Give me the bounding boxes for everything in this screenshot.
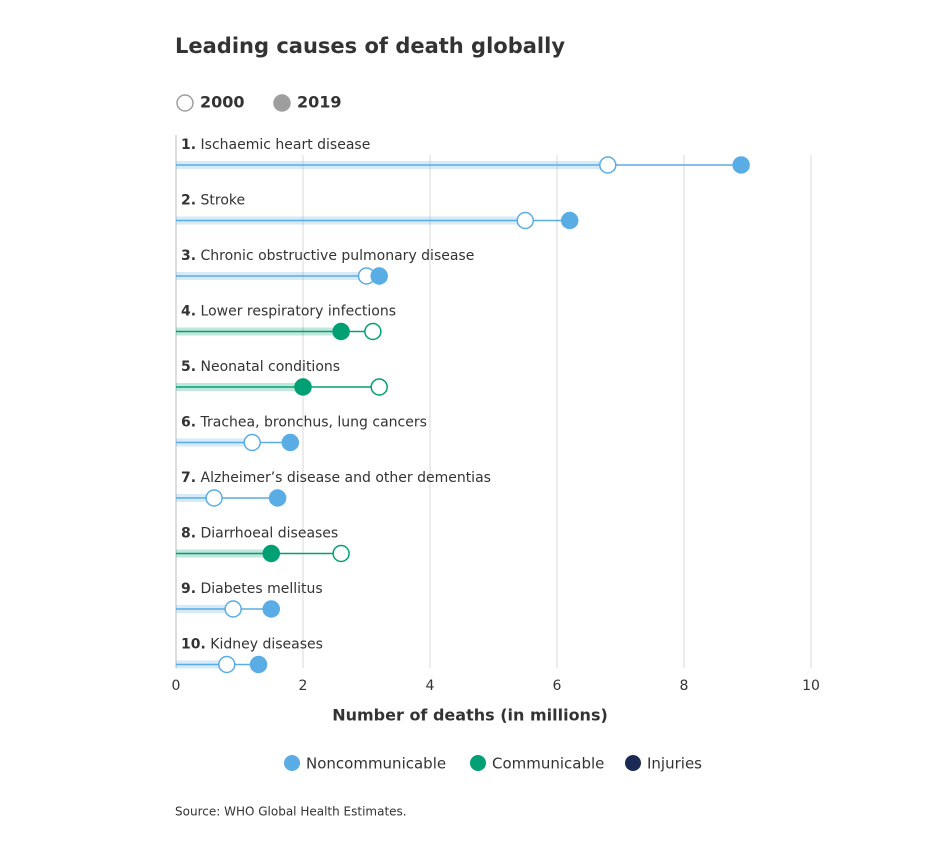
category-name: Trachea, bronchus, lung cancers	[200, 415, 427, 431]
rank: 9.	[181, 581, 196, 597]
category-name: Chronic obstructive pulmonary disease	[201, 248, 475, 264]
category-label: 8. Diarrhoeal diseases	[181, 526, 338, 542]
x-tick-label: 6	[553, 678, 562, 694]
category-name: Neonatal conditions	[201, 359, 341, 375]
group-legend-marker	[470, 755, 486, 771]
category-label: 4. Lower respiratory infections	[181, 304, 396, 320]
x-tick-label: 2	[299, 678, 308, 694]
dot	[224, 600, 242, 618]
category-name: Stroke	[201, 193, 246, 209]
category-label: 1. Ischaemic heart disease	[181, 137, 370, 153]
rank: 7.	[181, 470, 196, 486]
category-label: 10. Kidney diseases	[181, 637, 323, 653]
dot	[281, 433, 300, 452]
category-name: Diabetes mellitus	[201, 581, 323, 597]
rank: 8.	[181, 526, 196, 542]
dot	[249, 655, 268, 674]
category-name: Ischaemic heart disease	[201, 137, 371, 153]
category-name: Diarrhoeal diseases	[201, 526, 339, 542]
rank: 6.	[181, 415, 196, 431]
group-legend-label: Communicable	[492, 755, 604, 773]
legend-marker	[176, 94, 194, 112]
category-name: Alzheimer’s disease and other dementias	[201, 470, 491, 486]
dot	[364, 322, 382, 341]
dot	[268, 489, 287, 507]
category-label: 6. Trachea, bronchus, lung cancers	[181, 415, 427, 431]
dot	[294, 378, 312, 396]
group-legend-marker	[284, 755, 300, 771]
source: Source: WHO Global Health Estimates.	[175, 805, 407, 819]
category-label: 9. Diabetes mellitus	[181, 581, 323, 597]
dot	[205, 489, 223, 507]
rank: 2.	[181, 193, 196, 209]
dot	[243, 433, 261, 452]
x-tick-label: 0	[172, 678, 181, 694]
chart-title: Leading causes of death globally	[175, 34, 565, 58]
category-label: 3. Chronic obstructive pulmonary disease	[181, 248, 474, 264]
dot	[370, 378, 388, 396]
legend-label: 2019	[297, 93, 342, 112]
legend-label: 2000	[200, 93, 245, 112]
category-label: 5. Neonatal conditions	[181, 359, 340, 375]
legend-marker	[273, 94, 291, 112]
x-axis-title: Number of deaths (in millions)	[332, 706, 608, 725]
dot	[732, 156, 750, 174]
category-label: 2. Stroke	[181, 193, 245, 209]
dot	[560, 211, 579, 230]
rank: 1.	[181, 137, 196, 153]
x-tick-label: 8	[680, 678, 689, 694]
dot	[516, 211, 534, 230]
category-label: 7. Alzheimer’s disease and other dementi…	[181, 470, 491, 486]
rank: 3.	[181, 248, 196, 264]
category-name: Kidney diseases	[210, 637, 323, 653]
dot	[218, 655, 236, 674]
dot	[262, 544, 280, 563]
group-legend-label: Noncommunicable	[306, 755, 446, 773]
rank: 4.	[181, 304, 196, 320]
dot	[332, 322, 350, 341]
category-name: Lower respiratory infections	[201, 304, 397, 320]
dot	[599, 156, 617, 174]
rank: 5.	[181, 359, 196, 375]
rank: 10.	[181, 637, 206, 653]
dot	[370, 267, 388, 285]
group-legend-label: Injuries	[647, 755, 702, 773]
dot	[332, 544, 350, 563]
dot	[262, 600, 280, 618]
group-legend-marker	[625, 755, 641, 771]
x-tick-label: 10	[802, 678, 820, 694]
x-tick-label: 4	[426, 678, 435, 694]
